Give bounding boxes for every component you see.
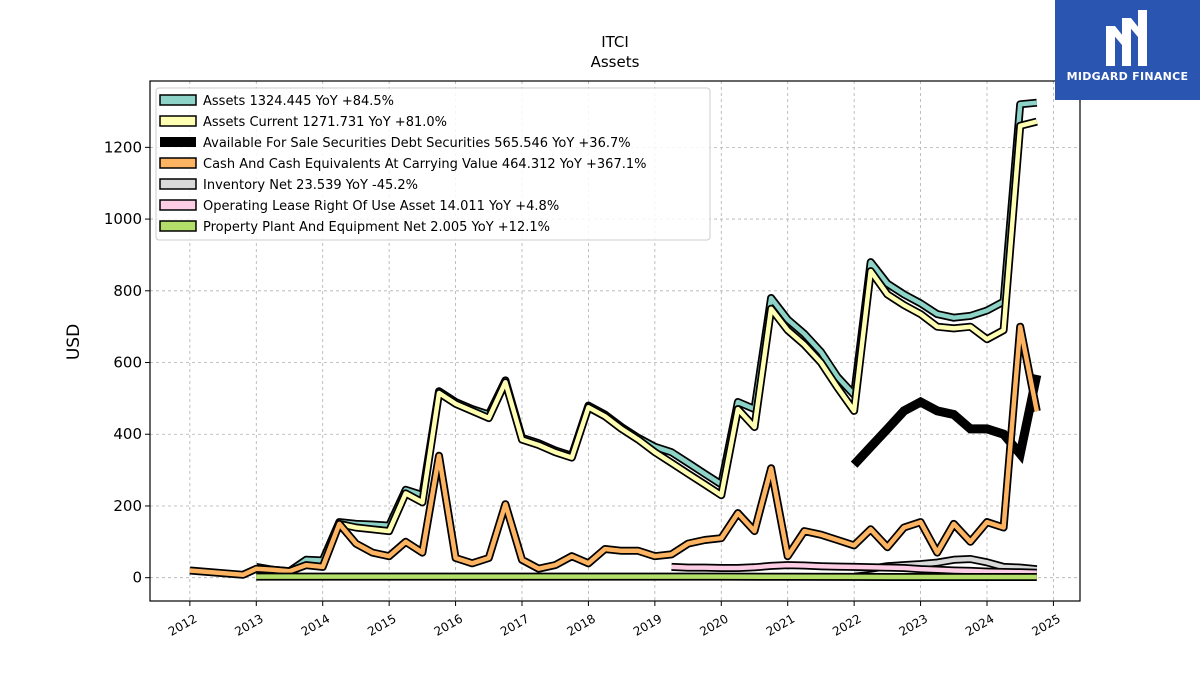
x-tick-label: 2015 — [365, 611, 398, 638]
legend: Assets 1324.445 YoY +84.5% Assets Current… — [155, 87, 711, 241]
legend-label: Available For Sale Securities Debt Secur… — [203, 136, 631, 151]
legend-swatch — [159, 199, 197, 211]
series-layer — [189, 98, 1042, 581]
legend-label: Property Plant And Equipment Net 2.005 Y… — [203, 220, 550, 235]
legend-label: Operating Lease Right Of Use Asset 14.01… — [203, 199, 559, 214]
series-assets-current — [338, 117, 1038, 536]
legend-swatch — [159, 157, 197, 169]
plot-frame — [149, 80, 1081, 602]
legend-label: Assets 1324.445 YoY +84.5% — [203, 94, 394, 109]
legend-box — [155, 87, 711, 241]
x-tick-label: 2014 — [299, 611, 332, 638]
legend-item: Inventory Net 23.539 YoY -45.2% — [159, 178, 418, 193]
legend-label: Cash And Cash Equivalents At Carrying Va… — [203, 157, 646, 172]
legend-item: Cash And Cash Equivalents At Carrying Va… — [159, 157, 646, 172]
series-cash-and-cash-equivalents-at-carrying-value — [189, 322, 1041, 579]
series-line — [671, 562, 1037, 575]
y-tick-label: 800 — [113, 282, 142, 300]
y-tick-label: 1200 — [104, 138, 142, 156]
series-property-plant-and-equipment-net — [256, 572, 1037, 581]
x-tick-label: 2013 — [232, 611, 265, 638]
x-tick-label: 2021 — [764, 611, 797, 638]
x-tick-label: 2020 — [697, 611, 730, 638]
legend-swatch — [159, 115, 197, 127]
series-line — [850, 373, 1042, 468]
y-axis-label: USD — [64, 324, 84, 360]
x-tick-label: 2017 — [498, 611, 531, 638]
series-line — [338, 119, 1038, 534]
x-tick-label: 2023 — [897, 611, 930, 638]
x-tick-label: 2016 — [432, 611, 465, 638]
chart-subtitle: Assets — [591, 53, 640, 71]
y-tick-label: 200 — [113, 497, 142, 515]
legend-label: Inventory Net 23.539 YoY -45.2% — [203, 178, 418, 193]
legend-swatch — [159, 94, 197, 106]
grid — [150, 81, 1080, 601]
legend-swatch — [160, 137, 196, 147]
x-tick-label: 2024 — [963, 611, 996, 638]
y-tick-label: 1000 — [104, 210, 142, 228]
x-tick-label: 2018 — [564, 611, 597, 638]
brand-logo: MIDGARD FINANCE — [1055, 0, 1200, 100]
y-tick-label: 600 — [113, 354, 142, 372]
x-tick-label: 2012 — [166, 611, 199, 638]
legend-item: Operating Lease Right Of Use Asset 14.01… — [159, 199, 559, 214]
legend-swatch — [159, 220, 197, 232]
y-tick-label: 400 — [113, 425, 142, 443]
chart-title: ITCI — [601, 33, 629, 51]
legend-item: Property Plant And Equipment Net 2.005 Y… — [159, 220, 550, 235]
legend-item: Available For Sale Securities Debt Secur… — [160, 136, 631, 151]
x-tick-label: 2022 — [830, 611, 863, 638]
series-available-for-sale-securities-debt-securities — [850, 373, 1042, 468]
midgard-m-logo-icon — [1106, 10, 1147, 66]
brand-name: MIDGARD FINANCE — [1066, 70, 1189, 83]
series-operating-lease-right-of-use-asset — [671, 561, 1037, 577]
y-tick-label: 0 — [132, 569, 142, 587]
legend-item: Assets 1324.445 YoY +84.5% — [159, 94, 394, 109]
y-ticks: 0 200 400 600 800 1000 1200 — [104, 138, 150, 587]
series-line — [189, 324, 1040, 578]
legend-swatch — [159, 178, 197, 190]
x-ticks: 2012 2013 2014 2015 2016 2017 2018 2019 2020 2021… — [166, 601, 1063, 639]
legend-item: Assets Current 1271.731 YoY +81.0% — [159, 115, 447, 130]
x-tick-label: 2019 — [631, 611, 664, 638]
x-tick-label: 2025 — [1029, 611, 1062, 638]
legend-label: Assets Current 1271.731 YoY +81.0% — [203, 115, 447, 130]
